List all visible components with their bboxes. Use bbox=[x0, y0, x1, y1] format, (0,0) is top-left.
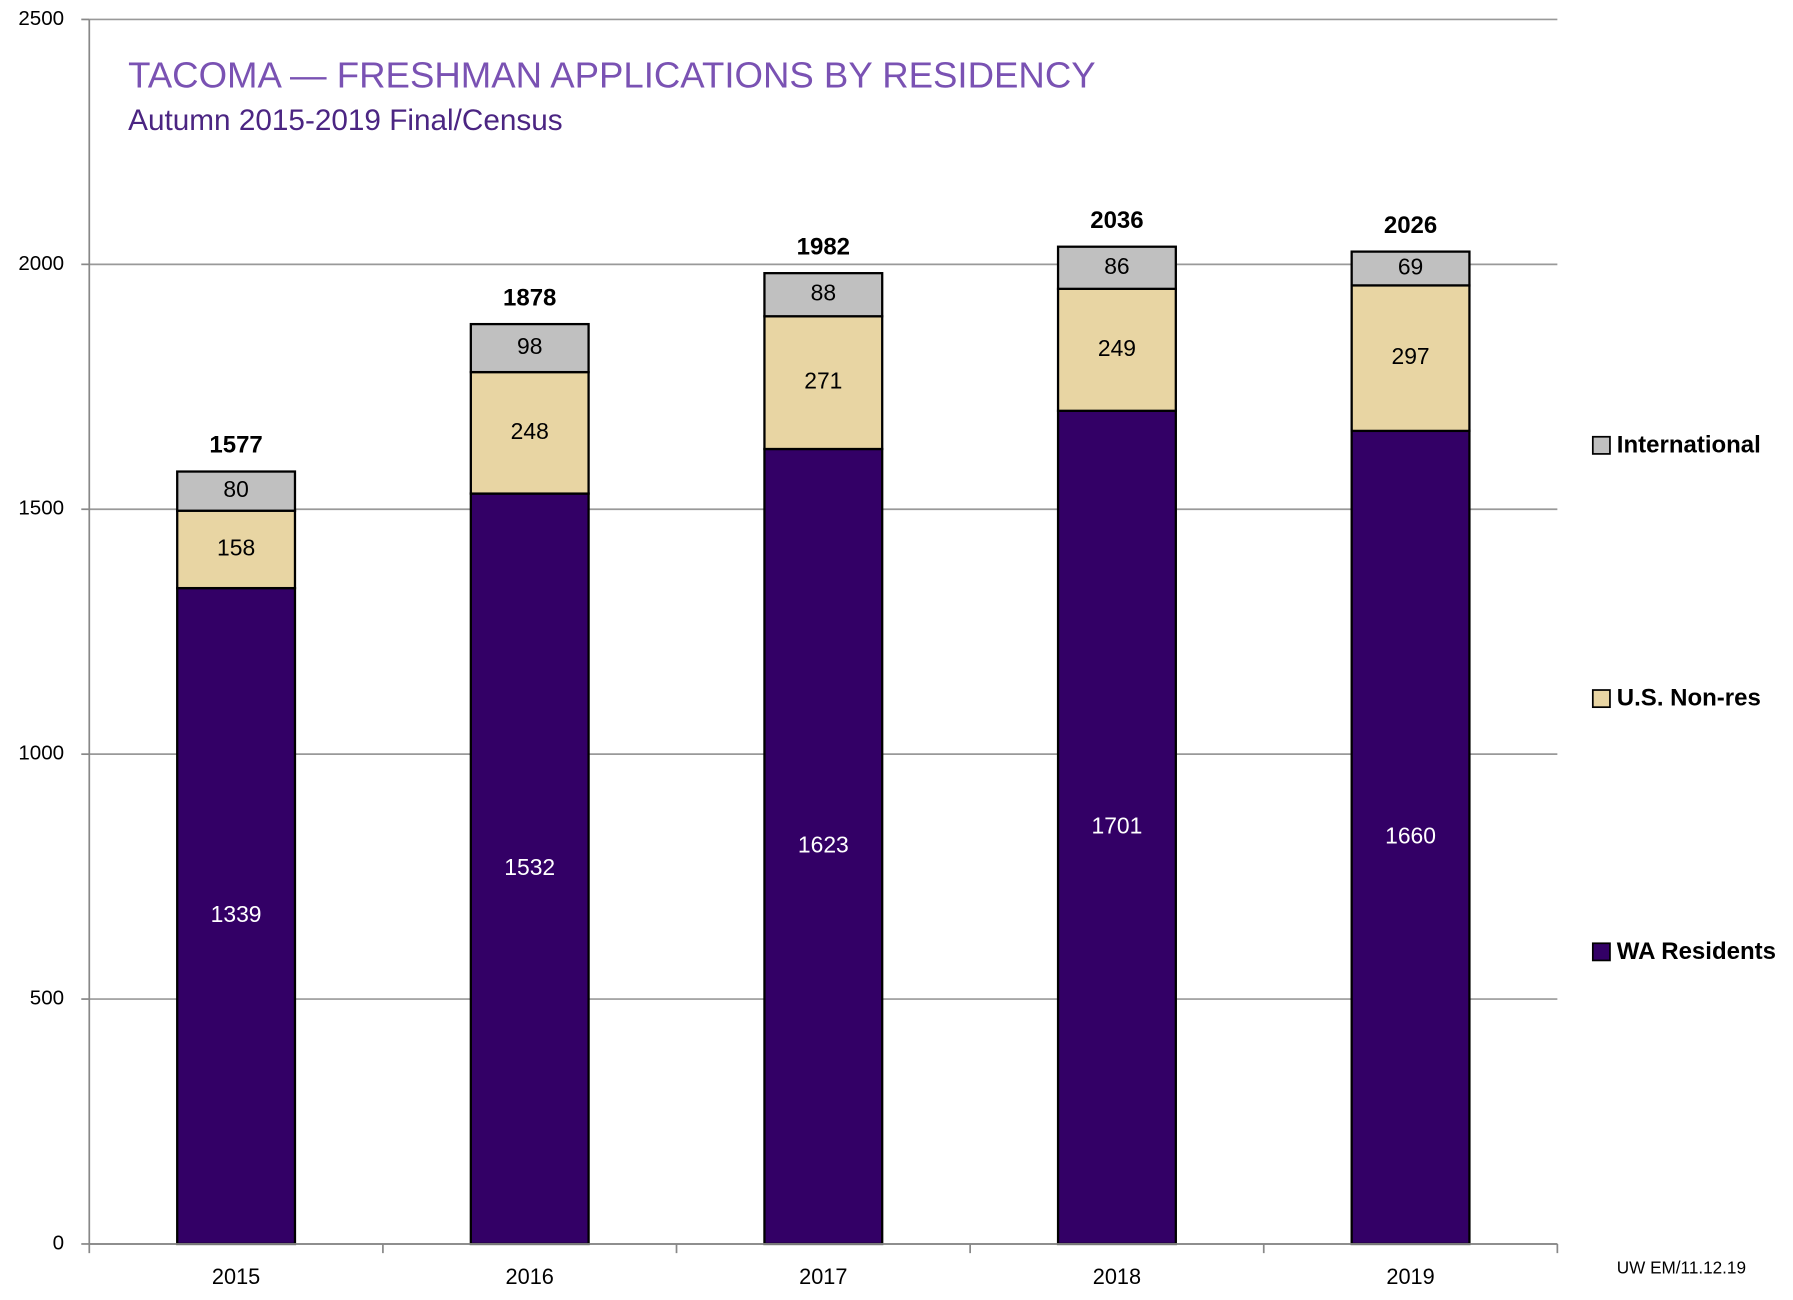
data-label: 88 bbox=[811, 280, 836, 306]
data-label: 249 bbox=[1098, 335, 1136, 361]
bar-segment bbox=[1056, 245, 1177, 290]
total-label: 1982 bbox=[797, 233, 850, 260]
data-label: 1660 bbox=[1385, 822, 1436, 848]
data-label: 98 bbox=[517, 333, 542, 359]
bar-segment bbox=[763, 272, 884, 318]
y-tick-label: 0 bbox=[53, 1231, 64, 1254]
legend-label: U.S. Non-res bbox=[1617, 685, 1761, 712]
total-label: 1878 bbox=[503, 284, 556, 311]
total-label: 1577 bbox=[209, 432, 262, 459]
chart-subtitle: Autumn 2015-2019 Final/Census bbox=[128, 104, 563, 137]
x-tick-label: 2018 bbox=[1093, 1264, 1141, 1289]
legend-label: International bbox=[1617, 431, 1761, 458]
bar-segment bbox=[176, 470, 297, 512]
data-label: 69 bbox=[1398, 254, 1423, 280]
bar-segment bbox=[1350, 429, 1471, 1246]
y-tick-label: 1000 bbox=[18, 742, 64, 765]
data-label: 1623 bbox=[798, 832, 849, 858]
legend-swatch bbox=[1591, 435, 1611, 455]
legend-swatch bbox=[1591, 942, 1611, 962]
source-note: UW EM/11.12.19 bbox=[1617, 1258, 1746, 1278]
y-tick-label: 2500 bbox=[18, 7, 64, 30]
data-label: 86 bbox=[1104, 253, 1129, 279]
bar-segment bbox=[469, 322, 590, 374]
data-label: 80 bbox=[223, 476, 248, 502]
x-tick-label: 2015 bbox=[212, 1264, 260, 1289]
y-tick-label: 500 bbox=[30, 987, 64, 1010]
data-label: 271 bbox=[804, 368, 842, 394]
total-label: 2036 bbox=[1090, 207, 1143, 234]
bar-segment bbox=[1350, 284, 1471, 433]
x-tick-label: 2019 bbox=[1386, 1264, 1434, 1289]
bar-segment bbox=[1350, 250, 1471, 287]
data-label: 158 bbox=[217, 534, 255, 560]
x-tick-label: 2016 bbox=[506, 1264, 554, 1289]
bar-segment bbox=[1056, 287, 1177, 412]
bar-segment bbox=[1056, 409, 1177, 1246]
data-label: 248 bbox=[511, 418, 549, 444]
data-label: 297 bbox=[1391, 343, 1429, 369]
total-label: 2026 bbox=[1384, 212, 1437, 239]
chart-title: TACOMA — FRESHMAN APPLICATIONS BY RESIDE… bbox=[128, 54, 1095, 95]
legend-swatch bbox=[1591, 689, 1611, 709]
bar-segment bbox=[469, 370, 590, 495]
data-label: 1532 bbox=[504, 854, 555, 880]
data-label: 1701 bbox=[1092, 812, 1143, 838]
y-tick-label: 1500 bbox=[18, 497, 64, 520]
y-tick-label: 2000 bbox=[18, 252, 64, 275]
bar-segment bbox=[763, 447, 884, 1246]
data-label: 1339 bbox=[211, 901, 262, 927]
x-tick-label: 2017 bbox=[799, 1264, 847, 1289]
legend-label: WA Residents bbox=[1617, 938, 1776, 965]
